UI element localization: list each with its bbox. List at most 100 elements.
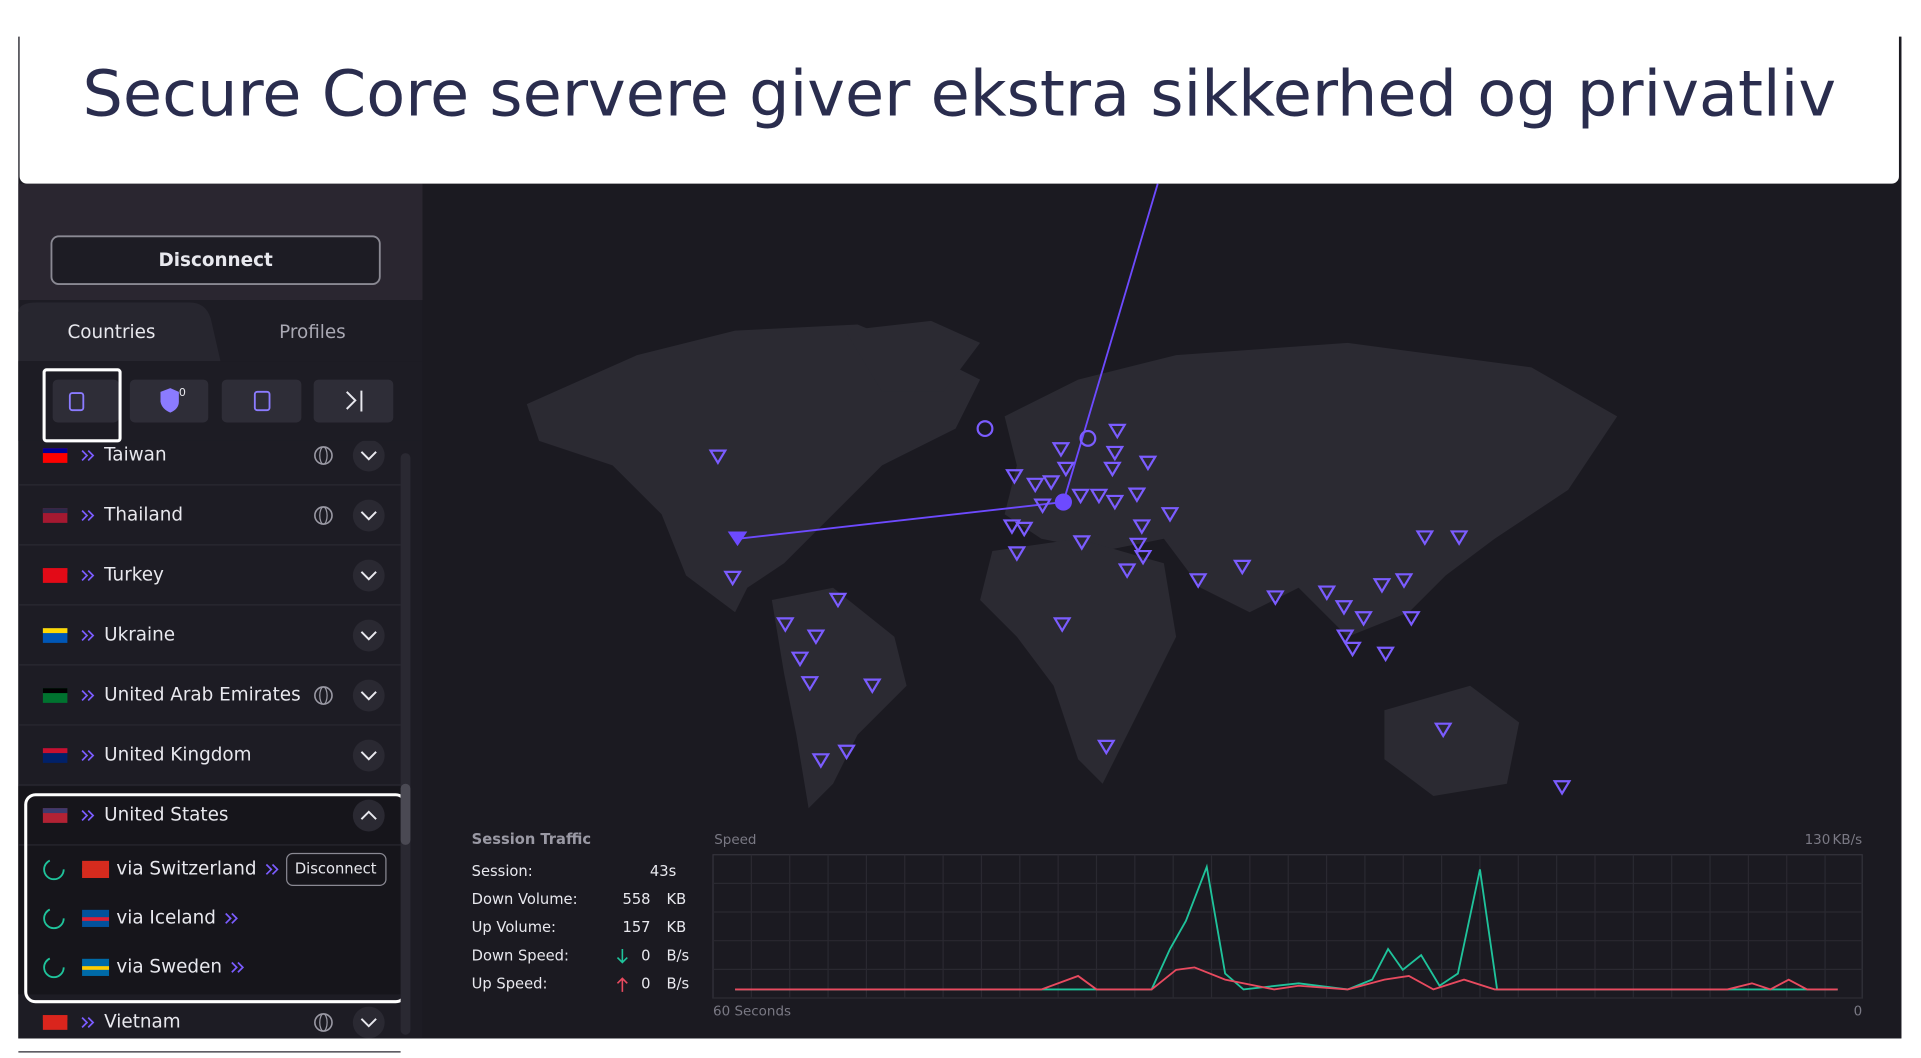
server-marker[interactable] bbox=[1089, 488, 1109, 505]
country-name[interactable]: Vietnam bbox=[104, 1011, 181, 1032]
secure-core-arrows bbox=[81, 750, 95, 762]
expand-button[interactable] bbox=[352, 439, 385, 472]
via-name[interactable]: via Switzerland bbox=[116, 858, 256, 879]
disconnect-button[interactable] bbox=[50, 235, 381, 286]
server-marker[interactable] bbox=[1552, 780, 1572, 796]
server-marker[interactable] bbox=[1079, 429, 1097, 447]
server-marker[interactable] bbox=[1132, 519, 1152, 535]
server-marker[interactable] bbox=[1402, 611, 1421, 627]
traffic-unit: KB bbox=[666, 891, 686, 908]
chevron[interactable] bbox=[360, 571, 377, 581]
server-marker[interactable] bbox=[800, 676, 820, 692]
expand-button[interactable] bbox=[352, 559, 385, 592]
active-tab[interactable] bbox=[18, 302, 221, 362]
chevron[interactable] bbox=[360, 751, 377, 761]
country-name[interactable]: Ukraine bbox=[104, 625, 175, 646]
graph-max-unit: KB/s bbox=[1833, 832, 1863, 848]
server-marker[interactable] bbox=[837, 744, 856, 761]
server-marker[interactable] bbox=[1317, 585, 1337, 601]
server-marker[interactable] bbox=[1105, 494, 1125, 511]
server-marker[interactable] bbox=[1354, 611, 1373, 627]
chevron[interactable] bbox=[360, 691, 377, 701]
server-marker[interactable] bbox=[1127, 487, 1147, 503]
server-marker[interactable] bbox=[1025, 477, 1045, 494]
filter-button[interactable] bbox=[221, 379, 302, 423]
via-name[interactable]: via Sweden bbox=[116, 956, 222, 977]
via-disconnect-button[interactable] bbox=[286, 852, 387, 886]
expand-button[interactable] bbox=[352, 499, 385, 532]
country-name[interactable]: Taiwan bbox=[103, 445, 166, 466]
server-marker[interactable] bbox=[1005, 469, 1024, 485]
server-marker[interactable] bbox=[1334, 600, 1354, 616]
globe-icon bbox=[319, 1013, 328, 1032]
server-marker[interactable] bbox=[1372, 578, 1392, 594]
expand-button[interactable] bbox=[352, 1006, 385, 1039]
via-name[interactable]: via Iceland bbox=[116, 907, 216, 928]
server-marker[interactable] bbox=[1449, 530, 1469, 546]
server-marker[interactable] bbox=[1014, 521, 1034, 538]
expand-button[interactable] bbox=[352, 679, 385, 712]
server-marker[interactable] bbox=[1415, 530, 1435, 546]
server-marker[interactable] bbox=[1033, 498, 1052, 514]
globe-icon bbox=[319, 446, 328, 465]
country-name[interactable]: United Kingdom bbox=[104, 745, 251, 766]
scrollbar-thumb[interactable] bbox=[400, 783, 411, 845]
server-marker[interactable] bbox=[790, 651, 810, 668]
secure-core-arrows bbox=[225, 912, 238, 924]
chevron[interactable] bbox=[360, 810, 377, 820]
server-marker[interactable] bbox=[1072, 535, 1092, 551]
filter-button[interactable] bbox=[52, 379, 119, 423]
server-marker[interactable] bbox=[1335, 629, 1355, 646]
chevron[interactable] bbox=[360, 1018, 377, 1028]
chevron[interactable] bbox=[360, 451, 377, 461]
server-marker[interactable] bbox=[1343, 641, 1362, 658]
server-marker[interactable] bbox=[1103, 461, 1122, 478]
active-server[interactable] bbox=[727, 531, 748, 547]
tab-profiles[interactable]: Profiles bbox=[279, 322, 346, 343]
country-name[interactable]: United States bbox=[104, 805, 228, 826]
server-marker[interactable] bbox=[811, 753, 831, 769]
expand-button[interactable] bbox=[352, 739, 385, 772]
tab-countries[interactable]: Countries bbox=[67, 322, 155, 343]
country-name[interactable]: United Arab Emirates bbox=[104, 685, 301, 706]
chevron[interactable] bbox=[360, 511, 377, 521]
server-marker[interactable] bbox=[1232, 559, 1252, 576]
country-name[interactable]: Thailand bbox=[103, 505, 183, 526]
server-marker[interactable] bbox=[1041, 475, 1061, 491]
server-marker[interactable] bbox=[828, 592, 848, 609]
server-marker[interactable] bbox=[1052, 617, 1072, 633]
server-marker[interactable] bbox=[1056, 461, 1076, 478]
server-marker[interactable] bbox=[1128, 537, 1148, 554]
via-disconnect-label[interactable]: Disconnect bbox=[295, 860, 377, 877]
shield-count: 0 bbox=[179, 386, 186, 399]
active-server[interactable] bbox=[1054, 493, 1072, 511]
server-marker[interactable] bbox=[1133, 549, 1153, 566]
server-marker[interactable] bbox=[1071, 488, 1090, 505]
server-marker[interactable] bbox=[708, 449, 728, 466]
flag bbox=[82, 966, 110, 970]
server-marker[interactable] bbox=[806, 629, 826, 646]
server-marker[interactable] bbox=[1188, 573, 1208, 589]
scrollbar[interactable] bbox=[400, 453, 411, 1035]
server-marker[interactable] bbox=[1007, 546, 1027, 562]
server-marker[interactable] bbox=[1138, 455, 1158, 472]
server-marker[interactable] bbox=[776, 617, 795, 633]
server-marker[interactable] bbox=[1002, 519, 1022, 535]
server-marker[interactable] bbox=[1376, 646, 1395, 663]
server-marker[interactable] bbox=[1266, 590, 1285, 606]
server-marker[interactable] bbox=[1117, 563, 1137, 579]
server-marker[interactable] bbox=[723, 570, 742, 587]
country-name[interactable]: Turkey bbox=[103, 565, 164, 586]
server-marker[interactable] bbox=[976, 420, 994, 438]
server-marker[interactable] bbox=[1105, 445, 1125, 462]
server-marker[interactable] bbox=[1394, 573, 1414, 589]
server-marker[interactable] bbox=[1433, 722, 1453, 739]
server-marker[interactable] bbox=[1051, 442, 1071, 458]
server-marker[interactable] bbox=[1108, 423, 1127, 440]
chevron[interactable] bbox=[360, 631, 377, 641]
expand-button[interactable] bbox=[352, 619, 385, 652]
server-marker[interactable] bbox=[1160, 507, 1180, 523]
server-marker[interactable] bbox=[862, 678, 882, 695]
server-marker[interactable] bbox=[1096, 739, 1116, 756]
expand-button[interactable] bbox=[352, 799, 385, 832]
